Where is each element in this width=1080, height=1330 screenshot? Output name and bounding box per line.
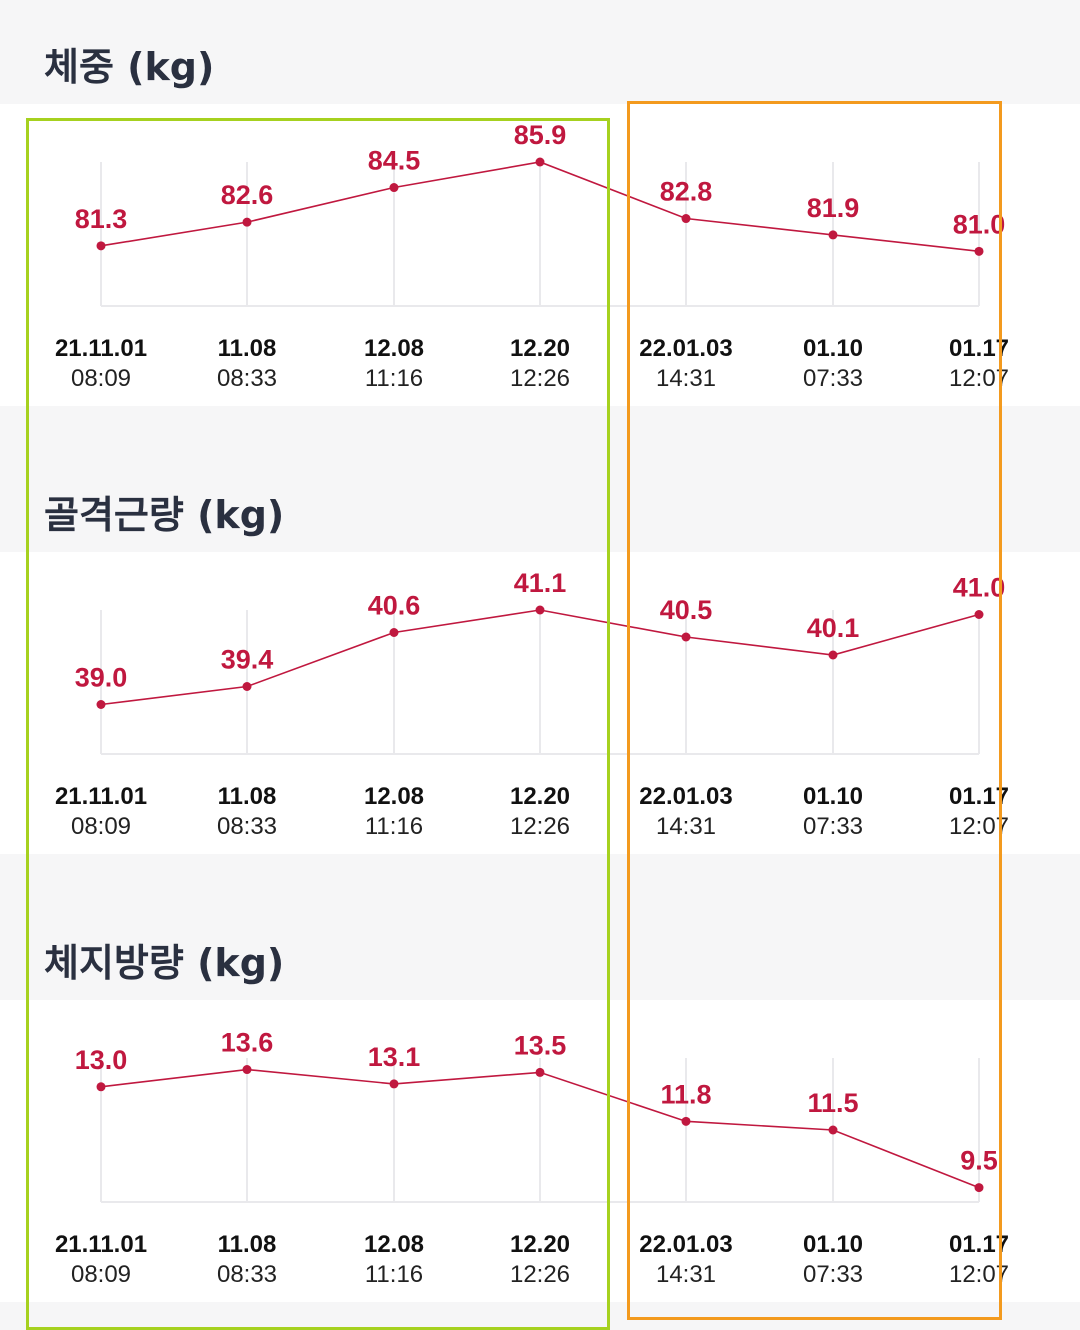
data-label: 82.8	[660, 177, 713, 207]
x-tick-date: 21.11.01	[55, 783, 147, 810]
data-point	[974, 246, 984, 256]
data-point	[828, 650, 838, 660]
data-point	[535, 1067, 545, 1077]
data-label: 81.9	[807, 193, 860, 223]
x-tick-time: 08:33	[217, 365, 277, 392]
x-tick-date: 11.08	[218, 335, 277, 362]
line-chart-weight: 81.3 82.6 84.5 85.9 82.8 81.9 81.0 21.11.01 08:0…	[55, 120, 1009, 392]
x-tick-time: 14:31	[656, 365, 716, 392]
data-point	[535, 157, 545, 167]
x-tick-time: 08:09	[71, 365, 131, 392]
line-chart-muscle: 39.0 39.4 40.6 41.1 40.5 40.1 41.0 21.11.01 08:0…	[55, 568, 1009, 840]
x-tick-date: 01.17	[949, 1231, 1009, 1258]
x-tick-date: 12.08	[364, 335, 424, 362]
chart-title: 골격근량 (kg)	[44, 493, 285, 537]
data-point	[535, 605, 545, 615]
data-label: 39.4	[221, 645, 274, 675]
data-point	[389, 1079, 399, 1089]
x-tick-time: 08:33	[217, 1261, 277, 1288]
data-label: 39.0	[75, 663, 128, 693]
x-tick-date: 22.01.03	[639, 783, 732, 810]
x-tick-time: 12:26	[510, 813, 570, 840]
data-label: 41.0	[953, 573, 1006, 603]
x-tick-time: 11:16	[365, 365, 423, 392]
data-point	[96, 700, 106, 709]
x-tick-date: 01.10	[803, 1231, 863, 1258]
x-tick-date: 21.11.01	[55, 335, 147, 362]
x-tick-date: 21.11.01	[55, 1231, 147, 1258]
x-tick-time: 11:16	[365, 1261, 423, 1288]
data-point	[681, 214, 691, 224]
x-tick-date: 01.10	[803, 335, 863, 362]
x-tick-date: 12.20	[510, 335, 570, 362]
x-tick-time: 12:07	[949, 365, 1009, 392]
x-tick-date: 12.20	[510, 1231, 570, 1258]
data-label: 82.6	[221, 180, 274, 210]
data-label: 40.5	[660, 595, 713, 625]
x-tick-date: 12.20	[510, 783, 570, 810]
data-label: 40.1	[807, 613, 860, 643]
x-tick-date: 22.01.03	[639, 335, 732, 362]
x-tick-time: 07:33	[803, 813, 863, 840]
data-point	[389, 183, 399, 193]
x-tick-date: 01.17	[949, 783, 1009, 810]
data-label: 13.0	[75, 1045, 128, 1075]
x-tick-date: 12.08	[364, 1231, 424, 1258]
data-label: 13.1	[368, 1042, 421, 1072]
x-tick-date: 22.01.03	[639, 1231, 732, 1258]
chart-title: 체중 (kg)	[44, 45, 215, 89]
data-point	[242, 682, 252, 691]
data-label: 85.9	[514, 120, 567, 150]
x-tick-date: 01.17	[949, 335, 1009, 362]
data-point	[681, 1116, 691, 1126]
data-point	[974, 610, 984, 619]
chart-title: 체지방량 (kg)	[44, 941, 285, 985]
x-tick-time: 08:09	[71, 813, 131, 840]
data-label: 11.8	[660, 1079, 711, 1109]
x-tick-date: 11.08	[218, 1231, 277, 1258]
x-tick-date: 11.08	[218, 783, 277, 810]
data-point	[389, 628, 399, 637]
data-label: 9.5	[960, 1146, 998, 1176]
data-point	[96, 1082, 106, 1092]
data-point	[242, 1065, 252, 1075]
data-point	[681, 632, 691, 642]
x-tick-time: 11:16	[365, 813, 423, 840]
data-label: 13.6	[221, 1028, 274, 1058]
x-tick-time: 07:33	[803, 1261, 863, 1288]
data-label: 81.3	[75, 204, 128, 234]
data-point	[828, 230, 838, 240]
x-tick-date: 12.08	[364, 783, 424, 810]
chart-card: 81.3 82.6 84.5 85.9 82.8 81.9 81.0 21.11.01 08:0…	[0, 104, 1080, 406]
data-label: 84.5	[368, 146, 421, 176]
x-tick-time: 08:09	[71, 1261, 131, 1288]
section-header: 체중 (kg)	[0, 0, 1080, 104]
line-chart-fat: 13.0 13.6 13.1 13.5 11.8 11.5 9.5 21.11.01 08:09…	[55, 1028, 1009, 1288]
x-tick-time: 12:26	[510, 1261, 570, 1288]
data-point	[974, 1183, 984, 1193]
x-tick-time: 12:07	[949, 1261, 1009, 1288]
data-point	[96, 241, 106, 251]
chart-card: 39.0 39.4 40.6 41.1 40.5 40.1 41.0 21.11.01 08:0…	[0, 552, 1080, 854]
data-point	[828, 1125, 838, 1135]
x-tick-time: 07:33	[803, 365, 863, 392]
data-label: 41.1	[514, 568, 567, 598]
data-point	[242, 217, 252, 227]
x-tick-date: 01.10	[803, 783, 863, 810]
x-tick-time: 14:31	[656, 813, 716, 840]
data-label: 11.5	[807, 1088, 858, 1118]
chart-card: 13.0 13.6 13.1 13.5 11.8 11.5 9.5 21.11.01 08:09…	[0, 1000, 1080, 1302]
section-header: 골격근량 (kg)	[0, 448, 1080, 552]
data-label: 81.0	[953, 209, 1006, 239]
x-tick-time: 12:26	[510, 365, 570, 392]
section-header: 체지방량 (kg)	[0, 896, 1080, 1000]
x-tick-time: 08:33	[217, 813, 277, 840]
x-tick-time: 12:07	[949, 813, 1009, 840]
x-tick-time: 14:31	[656, 1261, 716, 1288]
data-label: 13.5	[514, 1030, 567, 1060]
data-label: 40.6	[368, 591, 421, 621]
